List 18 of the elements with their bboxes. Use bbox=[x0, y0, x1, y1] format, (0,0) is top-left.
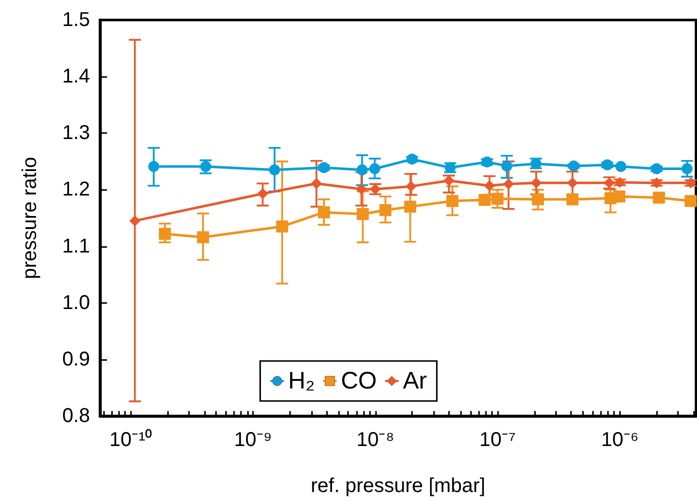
y-tick-label: 1.5 bbox=[62, 9, 90, 31]
y-axis-title: pressure ratio bbox=[19, 156, 41, 280]
x-tick-label: 10⁻⁸ bbox=[356, 429, 394, 451]
x-tick-label: 10⁻⁷ bbox=[479, 429, 516, 451]
y-tick-label: 1.3 bbox=[62, 122, 90, 144]
legend-label: H₂ bbox=[288, 368, 315, 394]
y-tick-label: 1.0 bbox=[62, 292, 90, 314]
y-tick-label: 1.2 bbox=[62, 178, 90, 201]
y-tick-label: 1.4 bbox=[62, 66, 90, 88]
x-tick-label: 10⁻¹⁰ bbox=[109, 428, 152, 451]
y-tick-label: 0.8 bbox=[62, 405, 90, 427]
legend-label: Ar bbox=[402, 368, 427, 394]
legend-label: CO bbox=[340, 368, 377, 394]
x-axis-title: ref. pressure [mbar] bbox=[310, 475, 486, 497]
y-tick-label: 0.9 bbox=[62, 348, 90, 370]
x-tick-label: 10⁻⁶ bbox=[601, 429, 639, 451]
x-tick-label: 10⁻⁹ bbox=[234, 429, 272, 451]
y-tick-label: 1.1 bbox=[62, 235, 90, 258]
